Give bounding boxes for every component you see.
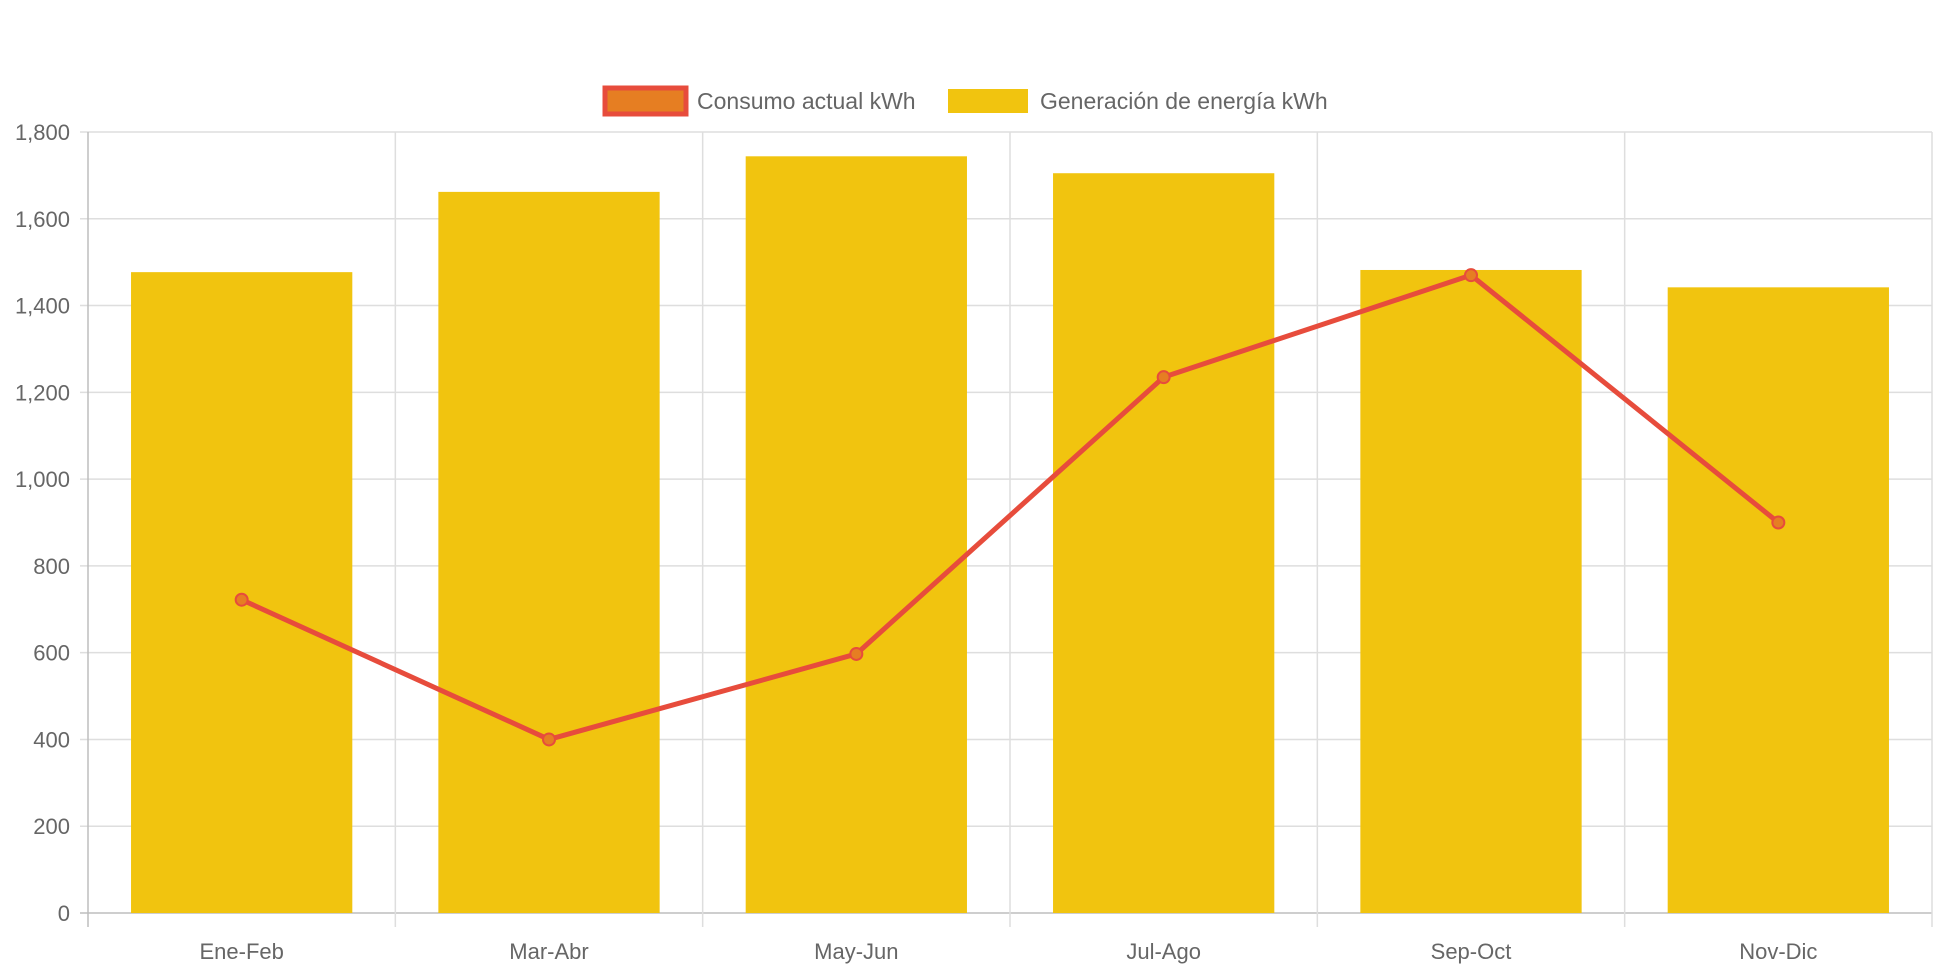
legend-label-generacion: Generación de energía kWh bbox=[1040, 88, 1328, 114]
legend-item-consumo[interactable]: Consumo actual kWh bbox=[602, 85, 916, 117]
point-consumo[interactable] bbox=[849, 646, 864, 661]
x-tick-label: Sep-Oct bbox=[1431, 939, 1512, 964]
y-tick-label: 1,200 bbox=[15, 380, 70, 405]
axes: 0 200 400 600 800 1,000 1,200 1,400 1,600 1,800 En… bbox=[15, 120, 1818, 964]
legend[interactable]: Consumo actual kWh Generación de energía… bbox=[602, 85, 1328, 117]
legend-swatch-generacion bbox=[948, 89, 1028, 113]
x-tick-label: Nov-Dic bbox=[1739, 939, 1817, 964]
legend-swatch-consumo bbox=[602, 85, 689, 117]
bar-generacion[interactable] bbox=[438, 191, 660, 914]
y-tick-label: 0 bbox=[58, 901, 70, 926]
y-tick-label: 400 bbox=[33, 727, 70, 752]
y-tick-label: 1,600 bbox=[15, 207, 70, 232]
point-consumo[interactable] bbox=[234, 592, 249, 607]
bar-series bbox=[131, 156, 1889, 914]
y-tick-label: 1,800 bbox=[15, 120, 70, 145]
y-tick-label: 800 bbox=[33, 554, 70, 579]
point-consumo[interactable] bbox=[1464, 268, 1478, 283]
line-series bbox=[234, 268, 1786, 747]
bar-generacion[interactable] bbox=[131, 272, 353, 913]
y-tick-label: 1,000 bbox=[15, 467, 70, 492]
x-tick-label: Ene-Feb bbox=[199, 939, 283, 964]
point-consumo[interactable] bbox=[1771, 515, 1786, 530]
y-tick-label: 1,400 bbox=[15, 294, 70, 319]
bar-generacion[interactable] bbox=[1360, 269, 1582, 913]
bar-generacion[interactable] bbox=[1667, 287, 1889, 913]
legend-item-generacion[interactable]: Generación de energía kWh bbox=[948, 88, 1328, 114]
x-tick-label: Mar-Abr bbox=[509, 939, 588, 964]
x-tick-label: May-Jun bbox=[814, 939, 898, 964]
bar-generacion[interactable] bbox=[1053, 173, 1275, 913]
point-consumo[interactable] bbox=[1156, 370, 1171, 385]
x-tick-label: Jul-Ago bbox=[1126, 939, 1201, 964]
grid bbox=[80, 131, 1933, 927]
y-tick-label: 600 bbox=[33, 641, 70, 666]
bar-generacion[interactable] bbox=[745, 156, 967, 913]
y-tick-label: 200 bbox=[33, 814, 70, 839]
line-consumo bbox=[240, 272, 1780, 742]
legend-label-consumo: Consumo actual kWh bbox=[697, 88, 916, 114]
point-consumo[interactable] bbox=[542, 732, 556, 747]
